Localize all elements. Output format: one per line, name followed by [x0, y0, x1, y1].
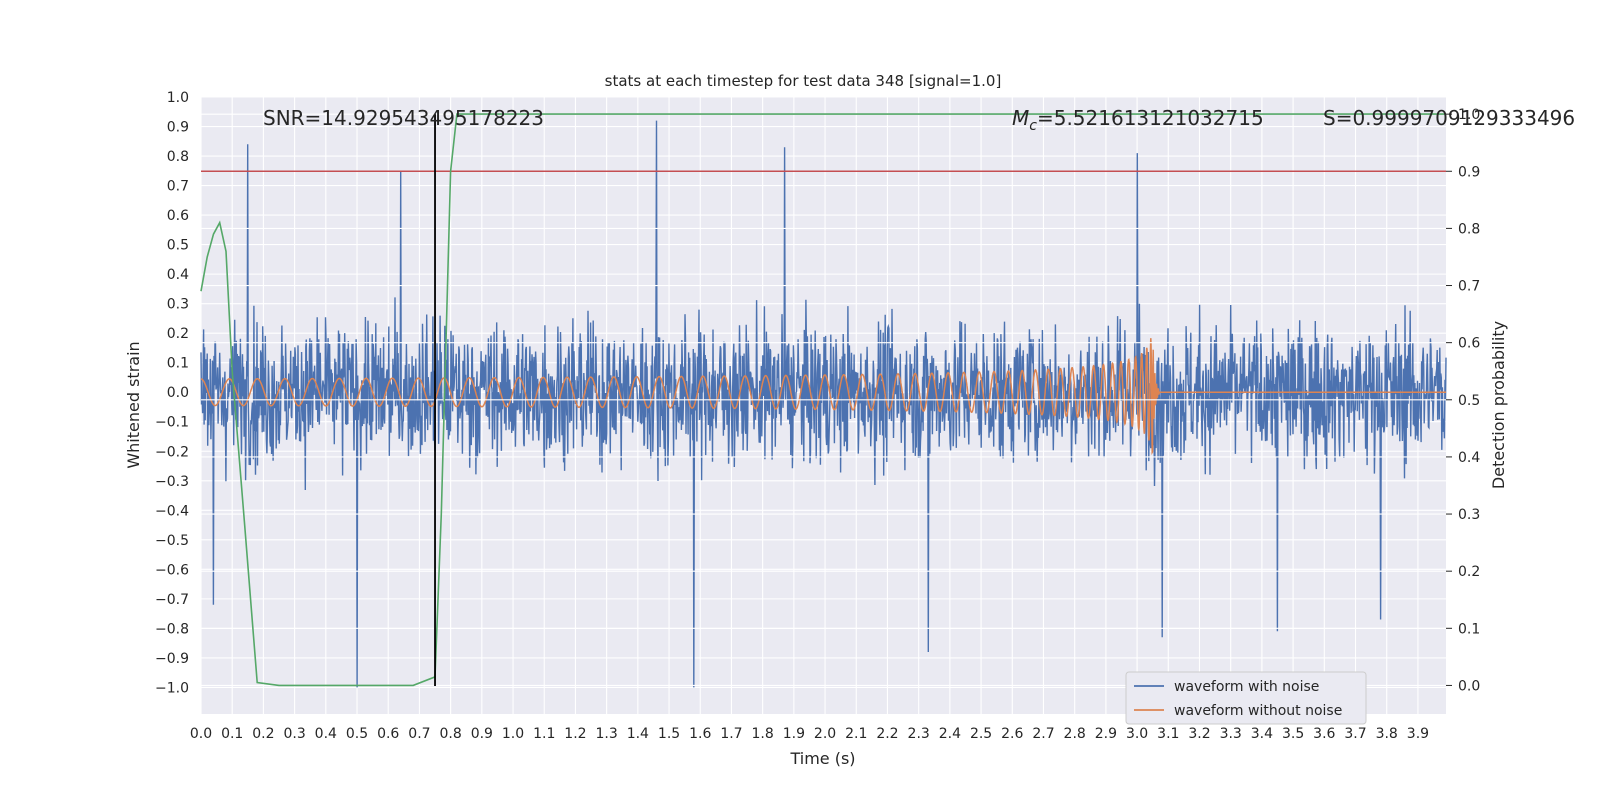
y2-tick-label: 0.6	[1458, 336, 1480, 352]
x-tick-label: 2.8	[1064, 726, 1086, 742]
y2-axis-label: Detection probability	[1489, 321, 1508, 489]
x-tick-label: 3.0	[1126, 726, 1148, 742]
s-annotation: S=0.9999709129333496	[1323, 106, 1575, 130]
y-tick-label: 0.8	[167, 149, 189, 165]
legend: waveform with noise waveform without noi…	[1125, 671, 1367, 725]
x-tick-label: 1.5	[658, 726, 680, 742]
noise-waveform	[200, 120, 1447, 688]
x-tick-label: 3.9	[1407, 726, 1429, 742]
y-tick-label: 0.7	[167, 179, 189, 195]
y2-tick-label: 0.0	[1458, 678, 1480, 694]
x-tick-label: 1.6	[689, 726, 711, 742]
y2-axis-ticks: 1.0 0.9 0.8 0.7 0.6 0.5 0.4 0.3 0.2 0.1 0.0	[1446, 107, 1480, 694]
x-tick-label: 0.9	[471, 726, 493, 742]
x-tick-label: 1.1	[533, 726, 555, 742]
x-tick-label: 3.8	[1376, 726, 1398, 742]
y-tick-label: 0.5	[167, 238, 189, 254]
x-tick-label: 3.1	[1157, 726, 1179, 742]
x-tick-label: 0.5	[346, 726, 368, 742]
y2-tick-label: 0.1	[1458, 621, 1480, 637]
y-tick-label: 1.0	[167, 90, 189, 106]
x-tick-label: 0.6	[377, 726, 399, 742]
y2-tick-label: 0.3	[1458, 507, 1480, 523]
x-tick-label: 2.9	[1095, 726, 1117, 742]
legend-label-clean: waveform without noise	[1174, 703, 1342, 719]
x-tick-label: 3.6	[1313, 726, 1335, 742]
x-tick-label: 3.7	[1344, 726, 1366, 742]
y-tick-label: −0.4	[155, 503, 189, 519]
y2-tick-label: 0.2	[1458, 564, 1480, 580]
legend-box	[1125, 671, 1367, 725]
y-tick-label: 0.2	[167, 326, 189, 342]
y-tick-label: −0.9	[155, 651, 189, 667]
y2-tick-label: 0.8	[1458, 221, 1480, 237]
x-axis-label: Time (s)	[789, 749, 855, 768]
chirp-mass-value: =5.521613121032715	[1037, 106, 1264, 130]
detection-probability-line	[200, 113, 1446, 687]
y-tick-label: −0.3	[155, 474, 189, 490]
chirp-mass-subscript: c	[1029, 118, 1037, 134]
x-tick-label: 1.0	[502, 726, 524, 742]
noise-waveform-path	[200, 120, 1447, 688]
x-tick-label: 2.0	[814, 726, 836, 742]
x-tick-label: 2.5	[970, 726, 992, 742]
x-tick-label: 1.7	[720, 726, 742, 742]
y-tick-label: −1.0	[155, 680, 189, 696]
x-tick-label: 2.6	[1001, 726, 1023, 742]
x-tick-label: 0.2	[252, 726, 274, 742]
legend-label-noise: waveform with noise	[1174, 679, 1319, 695]
x-tick-label: 2.1	[845, 726, 867, 742]
x-tick-label: 0.4	[315, 726, 337, 742]
x-axis-ticks: 0.0 0.1 0.2 0.3 0.4 0.5 0.6 0.7 0.8 0.9 1.0 1.1 1.2 1…	[190, 726, 1429, 742]
y-axis-ticks: 1.0 0.9 0.8 0.7 0.6 0.5 0.4 0.3 0.2 0.1 0.0 −0.1 −0.…	[155, 90, 189, 696]
x-tick-label: 0.0	[190, 726, 212, 742]
clean-waveform-path	[201, 338, 1446, 456]
x-tick-label: 3.5	[1282, 726, 1304, 742]
y-tick-label: −0.7	[155, 592, 189, 608]
x-tick-label: 2.3	[908, 726, 930, 742]
x-tick-label: 2.4	[939, 726, 961, 742]
x-tick-label: 0.7	[408, 726, 430, 742]
x-tick-label: 1.4	[627, 726, 649, 742]
y-tick-label: 0.1	[167, 356, 189, 372]
x-tick-label: 1.8	[752, 726, 774, 742]
x-tick-label: 3.2	[1188, 726, 1210, 742]
x-tick-label: 3.3	[1220, 726, 1242, 742]
y-tick-label: −0.2	[155, 444, 189, 460]
y-tick-label: 0.4	[167, 267, 189, 283]
y-tick-label: 0.6	[167, 208, 189, 224]
x-tick-label: 2.7	[1032, 726, 1054, 742]
y-tick-label: −0.5	[155, 533, 189, 549]
chirp-mass-symbol: M	[1012, 106, 1029, 130]
clean-waveform	[201, 338, 1446, 456]
y2-tick-label: 0.4	[1458, 450, 1480, 466]
x-tick-label: 1.9	[783, 726, 805, 742]
y-axis-label: Whitened strain	[124, 341, 143, 468]
x-tick-label: 1.2	[564, 726, 586, 742]
x-tick-label: 0.1	[221, 726, 243, 742]
x-tick-label: 0.3	[283, 726, 305, 742]
y-tick-label: −0.6	[155, 562, 189, 578]
y2-tick-label: 0.5	[1458, 393, 1480, 409]
y-tick-label: −0.8	[155, 621, 189, 637]
snr-annotation: SNR=14.929543495178223	[263, 106, 544, 130]
x-tick-label: 1.3	[596, 726, 618, 742]
x-tick-label: 2.2	[876, 726, 898, 742]
y2-tick-label: 1.0	[1458, 107, 1480, 123]
chart-title: stats at each timestep for test data 348…	[605, 72, 1002, 90]
y-tick-label: −0.1	[155, 415, 189, 431]
chirp-mass-annotation: Mc=5.521613121032715	[1012, 106, 1264, 134]
y-tick-label: 0.0	[167, 385, 189, 401]
y2-tick-label: 0.7	[1458, 279, 1480, 295]
x-tick-label: 3.4	[1251, 726, 1273, 742]
y-tick-label: 0.3	[167, 297, 189, 313]
y2-tick-label: 0.9	[1458, 164, 1480, 180]
y-tick-label: 0.9	[167, 120, 189, 136]
x-tick-label: 0.8	[439, 726, 461, 742]
